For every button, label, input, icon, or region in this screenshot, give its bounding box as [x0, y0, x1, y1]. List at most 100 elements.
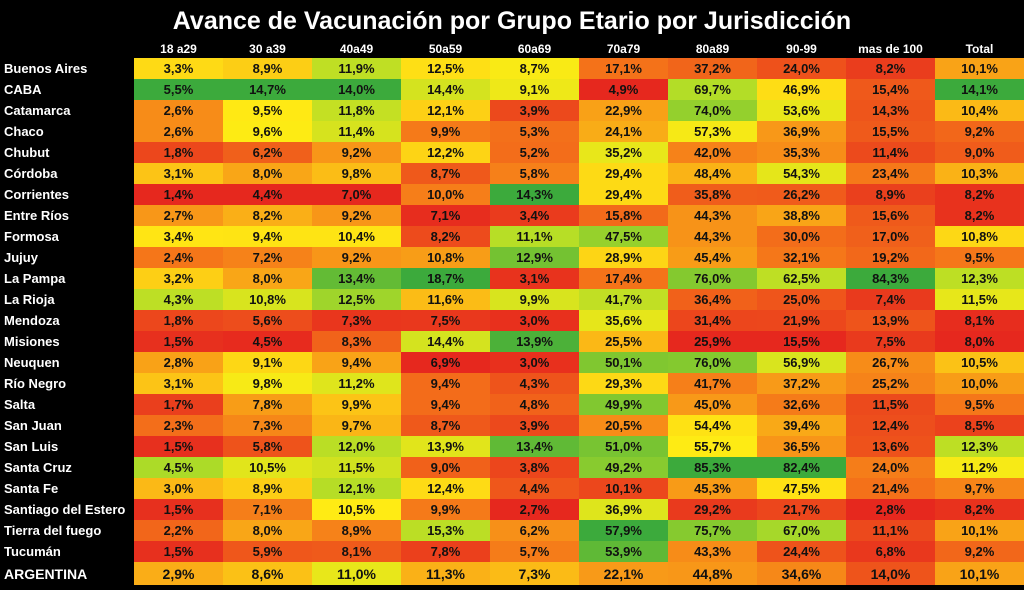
heat-cell: 7,3% [490, 562, 579, 585]
heat-cell: 6,9% [401, 352, 490, 373]
heat-cell: 10,5% [312, 499, 401, 520]
heat-cell: 28,9% [579, 247, 668, 268]
heat-cell: 3,0% [134, 478, 223, 499]
table-row: Catamarca 2,6% 9,5% 11,8% 12,1% 3,9% 22,9% 74,0… [0, 100, 1024, 121]
heat-cell: 26,2% [757, 184, 846, 205]
heat-cell: 51,0% [579, 436, 668, 457]
heat-cell: 41,7% [668, 373, 757, 394]
heat-cell: 2,2% [134, 520, 223, 541]
heat-cell: 12,2% [401, 142, 490, 163]
heat-cell: 8,2% [846, 58, 935, 79]
heat-cell: 15,8% [579, 205, 668, 226]
heat-cell: 11,2% [935, 457, 1024, 478]
table-row: Formosa 3,4% 9,4% 10,4% 8,2% 11,1% 47,5% 44,3% 3… [0, 226, 1024, 247]
heat-cell: 46,9% [757, 79, 846, 100]
heat-cell: 18,7% [401, 268, 490, 289]
heat-cell: 55,7% [668, 436, 757, 457]
heat-cell: 1,4% [134, 184, 223, 205]
heat-cell: 9,8% [223, 373, 312, 394]
heat-cell: 11,4% [846, 142, 935, 163]
heat-cell: 56,9% [757, 352, 846, 373]
heat-cell: 7,8% [401, 541, 490, 562]
heat-cell: 3,8% [490, 457, 579, 478]
heat-cell: 1,5% [134, 541, 223, 562]
heat-cell: 36,4% [668, 289, 757, 310]
row-label: ARGENTINA [0, 562, 134, 585]
heat-cell: 36,9% [579, 499, 668, 520]
heat-cell: 48,4% [668, 163, 757, 184]
heat-cell: 9,9% [490, 289, 579, 310]
row-label: Formosa [0, 226, 134, 247]
table-row: Misiones 1,5% 4,5% 8,3% 14,4% 13,9% 25,5% 25,9%… [0, 331, 1024, 352]
heat-cell: 14,3% [490, 184, 579, 205]
heat-cell: 8,1% [312, 541, 401, 562]
row-label: La Pampa [0, 268, 134, 289]
row-label: Mendoza [0, 310, 134, 331]
column-header: 70a79 [579, 39, 668, 58]
heat-cell: 9,7% [312, 415, 401, 436]
heat-cell: 15,6% [846, 205, 935, 226]
heat-cell: 1,5% [134, 331, 223, 352]
heat-cell: 7,5% [846, 331, 935, 352]
heat-cell: 3,1% [134, 373, 223, 394]
heat-cell: 5,6% [223, 310, 312, 331]
heat-cell: 13,9% [490, 331, 579, 352]
heat-cell: 37,2% [757, 373, 846, 394]
heat-cell: 7,4% [846, 289, 935, 310]
heat-cell: 8,7% [401, 163, 490, 184]
heat-cell: 14,4% [401, 331, 490, 352]
heat-cell: 35,2% [579, 142, 668, 163]
heat-cell: 25,9% [668, 331, 757, 352]
heat-cell: 29,4% [579, 184, 668, 205]
heat-cell: 62,5% [757, 268, 846, 289]
table-row: Río Negro 3,1% 9,8% 11,2% 9,4% 4,3% 29,3% 41,7%… [0, 373, 1024, 394]
heat-cell: 14,3% [846, 100, 935, 121]
heat-cell: 17,4% [579, 268, 668, 289]
heat-cell: 6,2% [490, 520, 579, 541]
heat-cell: 32,6% [757, 394, 846, 415]
row-label: Tierra del fuego [0, 520, 134, 541]
heat-cell: 9,9% [312, 394, 401, 415]
heat-cell: 32,1% [757, 247, 846, 268]
heat-cell: 7,2% [223, 247, 312, 268]
heat-cell: 3,1% [134, 163, 223, 184]
heat-cell: 22,9% [579, 100, 668, 121]
heat-cell: 8,2% [401, 226, 490, 247]
heat-cell: 43,3% [668, 541, 757, 562]
column-header: 50a59 [401, 39, 490, 58]
heat-cell: 4,3% [134, 289, 223, 310]
heat-cell: 42,0% [668, 142, 757, 163]
heat-cell: 9,5% [935, 394, 1024, 415]
row-label: Salta [0, 394, 134, 415]
heat-cell: 5,9% [223, 541, 312, 562]
heat-cell: 15,4% [846, 79, 935, 100]
heat-cell: 9,9% [401, 121, 490, 142]
header-row: 18 a29 30 a39 40a49 50a59 60a69 70a79 80a89 90-… [0, 39, 1024, 58]
heat-cell: 35,8% [668, 184, 757, 205]
heat-cell: 12,5% [401, 58, 490, 79]
row-label: Tucumán [0, 541, 134, 562]
table-row: Buenos Aires 3,3% 8,9% 11,9% 12,5% 8,7% 17,1% 3… [0, 58, 1024, 79]
table-row: Corrientes 1,4% 4,4% 7,0% 10,0% 14,3% 29,4% 35,… [0, 184, 1024, 205]
heat-cell: 10,5% [935, 352, 1024, 373]
heat-cell: 7,1% [401, 205, 490, 226]
heat-cell: 8,9% [223, 478, 312, 499]
heat-cell: 8,3% [312, 331, 401, 352]
heat-cell: 11,5% [312, 457, 401, 478]
header-corner [0, 39, 134, 58]
heat-cell: 75,7% [668, 520, 757, 541]
heat-cell: 44,3% [668, 205, 757, 226]
heat-cell: 57,9% [579, 520, 668, 541]
heat-cell: 11,5% [935, 289, 1024, 310]
row-label: Santiago del Estero [0, 499, 134, 520]
table-row: La Rioja 4,3% 10,8% 12,5% 11,6% 9,9% 41,7% 36,4… [0, 289, 1024, 310]
heat-cell: 9,1% [490, 79, 579, 100]
heat-cell: 14,1% [935, 79, 1024, 100]
row-label: Entre Ríos [0, 205, 134, 226]
heat-cell: 21,4% [846, 478, 935, 499]
row-label: Corrientes [0, 184, 134, 205]
heat-cell: 29,4% [579, 163, 668, 184]
heat-cell: 31,4% [668, 310, 757, 331]
heat-cell: 7,8% [223, 394, 312, 415]
heat-cell: 2,3% [134, 415, 223, 436]
